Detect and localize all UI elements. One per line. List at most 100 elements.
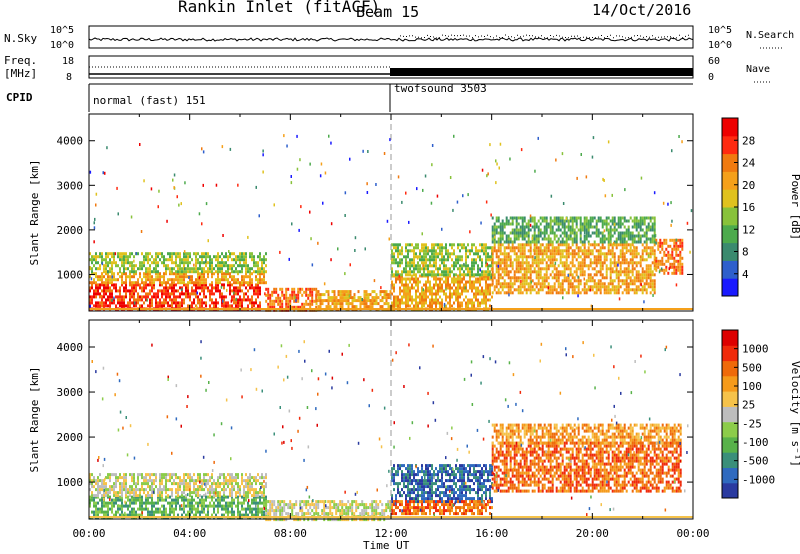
velocity-cb-tick-label: 500 [742, 361, 762, 374]
power-colorbar-cell [722, 242, 738, 261]
power-region-7 [491, 243, 656, 295]
velocity-colorbar-cell [722, 391, 738, 407]
cpid-label: CPID [6, 91, 33, 104]
nsearch-top-tick: 10^5 [708, 25, 732, 36]
nsky-strip-frame [88, 25, 694, 49]
power-colorbar-cell [722, 224, 738, 244]
nsearch-bottom-tick: 10^0 [708, 40, 732, 51]
cpid-segment-2: twofsound 3503 [394, 82, 487, 95]
power-ylabel: Slant Range [km] [28, 160, 41, 266]
nsky-line [88, 37, 694, 42]
power-colorbar-label: Power [dB] [789, 174, 800, 240]
velocity-cb-tick-label: 1000 [742, 343, 769, 356]
power-colorbar-cell [722, 153, 738, 172]
power-colorbar-cell [722, 189, 738, 208]
power-colorbar-cell [722, 118, 738, 137]
time-tick-label: 04:00 [173, 527, 206, 540]
velocity-region-1 [89, 473, 267, 498]
velocity-noise [91, 340, 689, 517]
power-region-5 [391, 274, 493, 311]
velocity-ytick-label: 3000 [57, 386, 84, 399]
velocity-region-3 [391, 464, 493, 504]
freq-bottom-tick: 8 [66, 72, 72, 83]
date-title: 14/Oct/2016 [592, 1, 691, 19]
velocity-colorbar: 1000 500 100 25 -25 -100 -500 -1000 Velocity [m … [721, 329, 800, 499]
velocity-ytick-label: 2000 [57, 431, 84, 444]
power-colorbar-cell [722, 171, 738, 190]
power-colorbar-cell [722, 260, 738, 279]
velocity-region-5 [491, 441, 682, 493]
power-colorbar-cell [722, 135, 738, 155]
time-tick-label: 08:00 [274, 527, 307, 540]
time-tick-label: 20:00 [576, 527, 609, 540]
power-region-2 [89, 252, 267, 274]
power-colorbar: 4 8 12 16 20 24 28 Power [dB] [721, 117, 800, 297]
power-panel: 1000 2000 3000 4000 Slant Range [km] 4 8 12 16 20… [28, 113, 800, 312]
velocity-ylabel: Slant Range [km] [28, 367, 41, 473]
power-colorbar-cell [722, 278, 738, 297]
velocity-colorbar-cell [722, 330, 738, 346]
nave-bottom-tick: 0 [708, 72, 714, 83]
velocity-colorbar-cell [722, 482, 738, 499]
velocity-colorbar-cell [722, 406, 738, 423]
power-cb-tick-label: 16 [742, 201, 755, 214]
power-region-8 [491, 216, 656, 244]
power-ytick-label: 3000 [57, 179, 84, 192]
freq-block-twofsound [390, 68, 693, 76]
cpid-segment-1: normal (fast) 151 [93, 94, 206, 107]
velocity-region-6 [491, 423, 682, 445]
freq-label-line1: Freq. [4, 54, 37, 67]
velocity-colorbar-cell [722, 452, 738, 468]
power-region-3 [265, 287, 318, 312]
time-axis: 00:00 04:00 08:00 12:00 16:00 20:00 00:00 [72, 527, 709, 540]
velocity-colorbar-cell [722, 421, 738, 438]
power-ytick-label: 1000 [57, 268, 84, 281]
velocity-colorbar-cell [722, 467, 738, 484]
velocity-colorbar-cell [722, 360, 738, 377]
power-ytick-label: 2000 [57, 224, 84, 237]
power-cb-tick-label: 28 [742, 134, 755, 147]
nsky-trace [88, 34, 694, 42]
velocity-cb-tick-label: 100 [742, 380, 762, 393]
freq-top-tick: 18 [62, 56, 74, 67]
time-tick-label: 00:00 [676, 527, 709, 540]
time-tick-label: 16:00 [475, 527, 508, 540]
beam-title: Beam 15 [356, 3, 419, 21]
velocity-region-0 [89, 495, 267, 520]
velocity-cb-tick-label: 25 [742, 399, 755, 412]
velocity-cb-tick-label: -500 [742, 455, 769, 468]
nsky-bottom-tick: 10^0 [50, 40, 74, 51]
power-region-6 [391, 243, 493, 277]
time-tick-label: 00:00 [72, 527, 105, 540]
power-cb-tick-label: 4 [742, 268, 749, 281]
power-noise [89, 134, 693, 309]
power-ytick-label: 4000 [57, 135, 84, 148]
nsearch-label: N.Search [746, 30, 794, 41]
velocity-colorbar-frame [721, 329, 739, 499]
velocity-panel: 1000 2000 3000 4000 Slant Range [km] 1000 500 1… [28, 319, 800, 522]
power-colorbar-cell [722, 207, 738, 226]
station-title: Rankin Inlet (fitACF) [178, 0, 380, 16]
time-tick-label: 12:00 [374, 527, 407, 540]
velocity-colorbar-label: Velocity [m s⁻¹] [789, 361, 800, 467]
velocity-region-2 [265, 500, 392, 522]
power-region-1 [89, 272, 267, 285]
nsky-label: N.Sky [4, 32, 37, 45]
time-axis-label: Time UT [363, 539, 410, 552]
velocity-colorbar-cell [722, 375, 738, 392]
power-cb-tick-label: 8 [742, 246, 749, 259]
velocity-colorbar-cell [722, 436, 738, 453]
nsearch-dots [400, 34, 689, 39]
power-cb-tick-label: 24 [742, 157, 756, 170]
nave-label: Nave [746, 64, 770, 75]
power-cb-tick-label: 20 [742, 179, 755, 192]
velocity-cb-tick-label: -1000 [742, 473, 775, 486]
nsky-top-tick: 10^5 [50, 25, 74, 36]
freq-label-line2: [MHz] [4, 67, 37, 80]
velocity-cb-tick-label: -100 [742, 436, 769, 449]
velocity-cb-tick-label: -25 [742, 417, 762, 430]
velocity-colorbar-cell [722, 345, 738, 362]
velocity-ytick-label: 4000 [57, 341, 84, 354]
freq-trace [89, 66, 693, 76]
